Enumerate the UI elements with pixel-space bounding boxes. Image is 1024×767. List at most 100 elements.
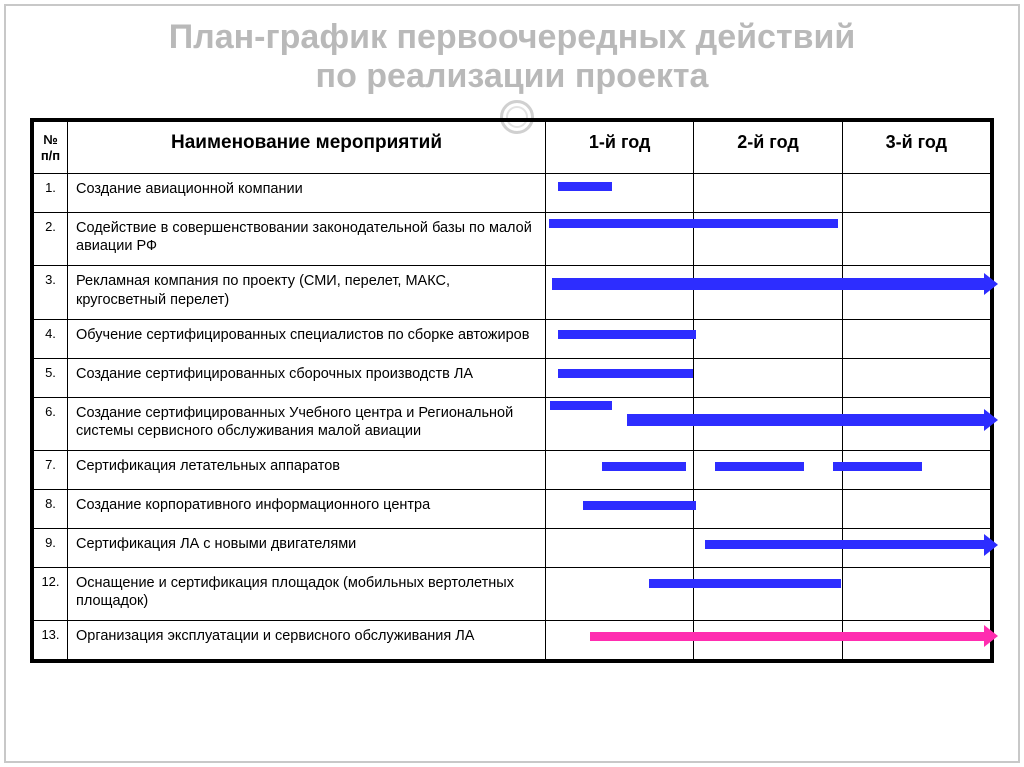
table-row: 12.Оснащение и сертификация площадок (мо… [34, 567, 991, 620]
bar-track [546, 266, 693, 304]
row-number: 9. [34, 528, 68, 567]
table-row: 5.Создание сертифицированных сборочных п… [34, 358, 991, 397]
gantt-bar-fill [583, 501, 696, 510]
table-row: 6.Создание сертифицированных Учебного це… [34, 397, 991, 450]
header-name: Наименование мероприятий [68, 122, 546, 174]
activity-name: Создание корпоративного информационного … [68, 489, 546, 528]
gantt-bar [602, 462, 686, 471]
year-cell [842, 213, 990, 266]
year-cell [694, 621, 842, 660]
year-cell [546, 174, 694, 213]
year-cell [546, 319, 694, 358]
year-cell [842, 174, 990, 213]
year-cell [546, 213, 694, 266]
year-cell [842, 489, 990, 528]
activity-name: Создание авиационной компании [68, 174, 546, 213]
year-cell [694, 266, 842, 319]
year-cell [546, 358, 694, 397]
header-num: № п/п [34, 122, 68, 174]
year-cell [842, 621, 990, 660]
table-row: 13.Организация эксплуатации и сервисного… [34, 621, 991, 660]
bar-track [546, 213, 693, 251]
gantt-bar-fill [558, 330, 696, 339]
year-cell [694, 213, 842, 266]
row-number: 4. [34, 319, 68, 358]
year-cell [694, 358, 842, 397]
activity-name: Рекламная компания по проекту (СМИ, пере… [68, 266, 546, 319]
year-cell [546, 567, 694, 620]
gantt-bar [558, 369, 694, 378]
year-cell [546, 450, 694, 489]
year-cell [842, 567, 990, 620]
activity-name: Обучение сертифицированных специалистов … [68, 319, 546, 358]
gantt-bar-fill [558, 369, 694, 378]
schedule-table-wrap: № п/п Наименование мероприятий 1-й год 2… [30, 118, 994, 663]
activity-name: Оснащение и сертификация площадок (мобил… [68, 567, 546, 620]
year-cell [546, 621, 694, 660]
gantt-bar-fill [550, 401, 612, 410]
year-cell [694, 450, 842, 489]
table-row: 7.Сертификация летательных аппаратов [34, 450, 991, 489]
table-row: 3.Рекламная компания по проекту (СМИ, пе… [34, 266, 991, 319]
year-cell [546, 528, 694, 567]
gantt-bar [550, 401, 612, 410]
year-cell [842, 397, 990, 450]
table-row: 9.Сертификация ЛА с новыми двигателями [34, 528, 991, 567]
table-row: 2. Содействие в совершенствовании законо… [34, 213, 991, 266]
year-cell [694, 397, 842, 450]
year-cell [694, 319, 842, 358]
year-cell [842, 358, 990, 397]
year-cell [842, 319, 990, 358]
year-cell [842, 450, 990, 489]
year-cell [694, 567, 842, 620]
row-number: 13. [34, 621, 68, 660]
activity-name: Содействие в совершенствовании законодат… [68, 213, 546, 266]
bar-track [546, 529, 693, 567]
bar-track [546, 174, 693, 212]
row-number: 12. [34, 567, 68, 620]
year-cell [842, 266, 990, 319]
row-number: 7. [34, 450, 68, 489]
gantt-bar-fill [558, 182, 613, 191]
activity-name: Создание сертифицированных Учебного цент… [68, 397, 546, 450]
bar-track [546, 490, 693, 528]
year-cell [694, 489, 842, 528]
row-number: 6. [34, 397, 68, 450]
schedule-table: № п/п Наименование мероприятий 1-й год 2… [33, 121, 991, 660]
year-cell [546, 489, 694, 528]
bar-track [546, 568, 693, 606]
bar-track [546, 359, 693, 397]
year-cell [546, 397, 694, 450]
gantt-bar [583, 501, 696, 510]
activity-name: Создание сертифицированных сборочных про… [68, 358, 546, 397]
year-cell [546, 266, 694, 319]
schedule-body: 1.Создание авиационной компании2. Содейс… [34, 174, 991, 660]
bar-track [546, 451, 693, 489]
table-row: 4.Обучение сертифицированных специалисто… [34, 319, 991, 358]
row-number: 8. [34, 489, 68, 528]
title-line-2: по реализации проекта [316, 57, 709, 95]
row-number: 1. [34, 174, 68, 213]
gantt-bar [558, 330, 696, 339]
table-row: 1.Создание авиационной компании [34, 174, 991, 213]
header-year-2: 2-й год [694, 122, 842, 174]
header-year-3: 3-й год [842, 122, 990, 174]
header-year-1: 1-й год [546, 122, 694, 174]
row-number: 3. [34, 266, 68, 319]
row-number: 2. [34, 213, 68, 266]
table-row: 8.Создание корпоративного информационног… [34, 489, 991, 528]
bar-track [546, 398, 693, 436]
header-row: № п/п Наименование мероприятий 1-й год 2… [34, 122, 991, 174]
gantt-bar [558, 182, 613, 191]
year-cell [694, 174, 842, 213]
year-cell [842, 528, 990, 567]
year-cell [694, 528, 842, 567]
activity-name: Организация эксплуатации и сервисного об… [68, 621, 546, 660]
gantt-bar-fill [602, 462, 686, 471]
activity-name: Сертификация летательных аппаратов [68, 450, 546, 489]
bar-track [546, 621, 693, 659]
activity-name: Сертификация ЛА с новыми двигателями [68, 528, 546, 567]
title-line-1: План-график первоочередных действий [169, 18, 856, 56]
slide-frame: План-график первоочередных действий по р… [4, 4, 1020, 763]
bar-track [546, 320, 693, 358]
